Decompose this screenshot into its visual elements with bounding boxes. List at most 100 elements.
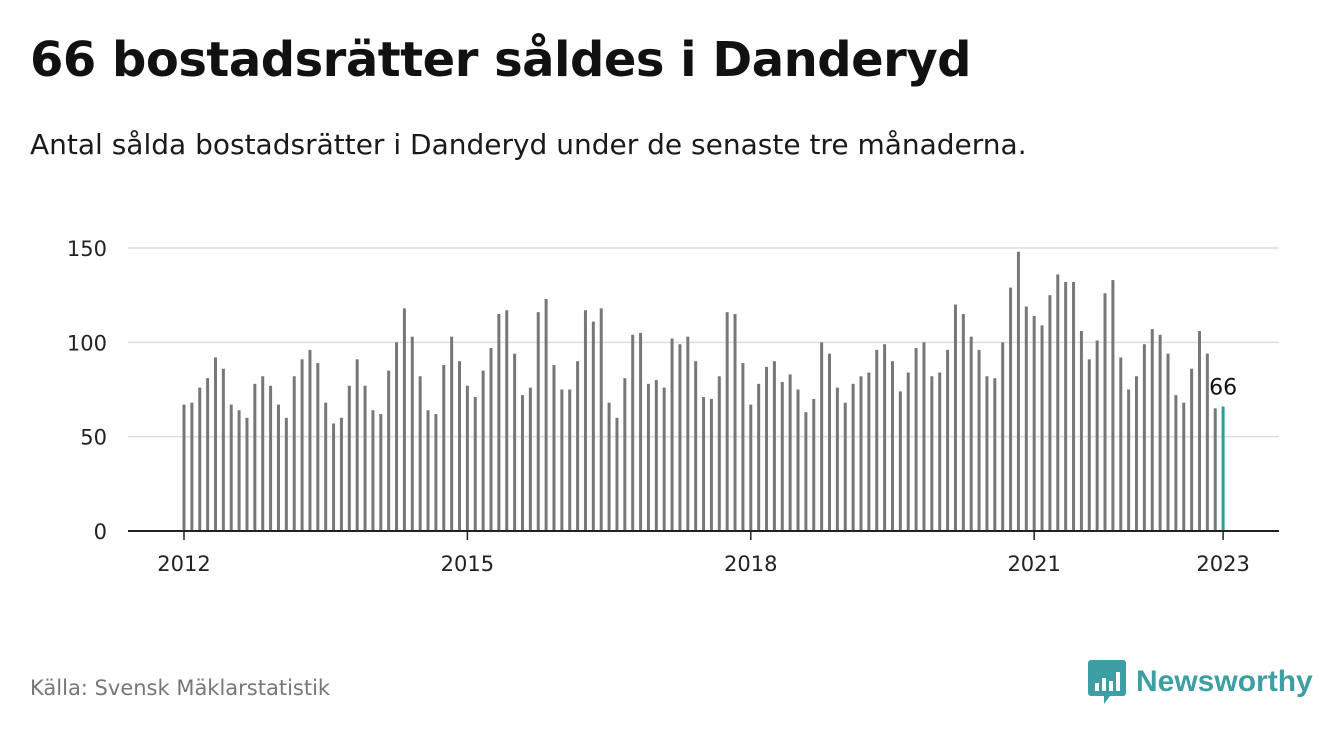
bar <box>332 423 336 531</box>
bar <box>851 383 855 531</box>
bar <box>237 410 241 531</box>
bar <box>914 347 918 531</box>
bar <box>678 344 682 531</box>
bar <box>749 404 753 531</box>
bar <box>796 389 800 531</box>
bar <box>780 381 784 531</box>
bar <box>324 402 328 531</box>
bar <box>426 410 430 531</box>
page-title: 66 bostadsrätter såldes i Danderyd <box>30 32 971 88</box>
bar <box>1040 325 1044 531</box>
x-tick-label: 2023 <box>1196 552 1249 576</box>
bar <box>1135 376 1139 531</box>
bar <box>198 387 202 531</box>
bar <box>977 349 981 531</box>
bar <box>544 298 548 531</box>
bar <box>1064 281 1068 531</box>
bar <box>253 383 257 531</box>
bar <box>670 338 674 531</box>
bar <box>465 385 469 531</box>
bar <box>662 387 666 531</box>
bar <box>906 372 910 531</box>
bar <box>961 314 965 531</box>
bar <box>993 378 997 531</box>
bar <box>229 404 233 531</box>
bar <box>410 336 414 531</box>
bar <box>1166 353 1170 531</box>
bar <box>1150 329 1154 531</box>
bar <box>985 376 989 531</box>
bar <box>371 410 375 531</box>
bar <box>1072 281 1076 531</box>
bar <box>694 361 698 531</box>
bar <box>646 383 650 531</box>
bar <box>623 378 627 531</box>
bar <box>182 404 186 531</box>
bar <box>1016 251 1020 531</box>
bar <box>316 363 320 531</box>
source-note: Källa: Svensk Mäklarstatistik <box>30 676 331 700</box>
bar <box>709 398 713 531</box>
bar <box>1158 334 1162 531</box>
bar <box>276 404 280 531</box>
bar <box>1142 344 1146 531</box>
bar <box>599 308 603 531</box>
bar <box>654 380 658 531</box>
bar <box>867 372 871 531</box>
bar <box>434 414 438 531</box>
x-tick-label: 2021 <box>1007 552 1060 576</box>
bar <box>741 363 745 531</box>
bar <box>938 372 942 531</box>
bar <box>607 402 611 531</box>
bar <box>835 387 839 531</box>
bar <box>1024 306 1028 531</box>
bar <box>890 361 894 531</box>
bar <box>1190 368 1194 531</box>
bar <box>308 349 312 531</box>
bar <box>812 398 816 531</box>
bar <box>1001 342 1005 531</box>
bar <box>639 332 643 531</box>
bar <box>631 334 635 531</box>
bar <box>953 304 957 531</box>
bar <box>1111 280 1115 531</box>
x-tick-label: 2012 <box>157 552 210 576</box>
bar <box>686 336 690 531</box>
y-tick-label: 100 <box>67 331 107 355</box>
bar <box>772 361 776 531</box>
x-tick-label: 2018 <box>724 552 777 576</box>
bar <box>387 370 391 531</box>
bar <box>702 397 706 531</box>
bar <box>339 417 343 531</box>
bar <box>300 359 304 531</box>
x-tick-label: 2015 <box>441 552 494 576</box>
bar <box>1009 287 1013 531</box>
bar <box>969 336 973 531</box>
y-axis-ticks: 0 50 100 150 <box>67 237 107 544</box>
bar <box>576 361 580 531</box>
bar <box>513 353 517 531</box>
bar <box>221 368 225 531</box>
brand-name: Newsworthy <box>1136 665 1313 698</box>
y-tick-label: 0 <box>94 520 107 544</box>
y-tick-label: 150 <box>67 237 107 261</box>
bar <box>1213 408 1217 531</box>
bar <box>946 349 950 531</box>
bar <box>1103 293 1107 531</box>
x-axis-ticks: 2012 2015 2018 2021 2023 <box>157 531 1250 576</box>
bar <box>883 344 887 531</box>
bar <box>536 312 540 531</box>
bar <box>497 314 501 531</box>
bar <box>733 314 737 531</box>
bar <box>1197 331 1201 531</box>
bar <box>269 385 273 531</box>
bar <box>261 376 265 531</box>
bar <box>1127 389 1131 531</box>
bar <box>190 402 194 531</box>
bar <box>528 387 532 531</box>
brand[interactable]: Newsworthy <box>1088 660 1313 704</box>
bar <box>1048 295 1052 531</box>
bar <box>552 364 556 531</box>
page-subtitle: Antal sålda bostadsrätter i Danderyd und… <box>30 128 1027 161</box>
